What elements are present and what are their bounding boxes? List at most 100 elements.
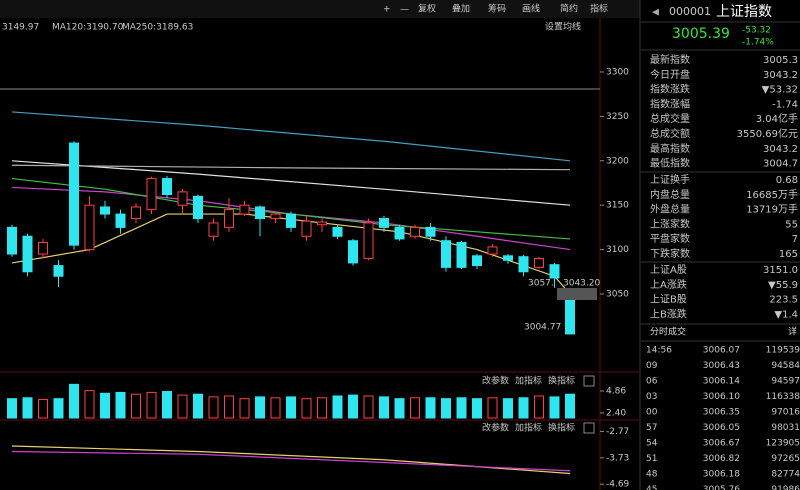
candle-body [301, 220, 312, 237]
stat-value: 13719万手 [746, 203, 798, 216]
candle-body [286, 213, 296, 228]
candle-body [224, 209, 234, 228]
volume-bar [146, 391, 157, 419]
ind-tick-label: -3.73 [606, 453, 629, 463]
toolbar-button[interactable]: — [400, 5, 409, 15]
y-tick-label: 3100 [606, 245, 629, 255]
volume-bar [363, 395, 374, 419]
panel-tool[interactable]: 加指标 [515, 422, 542, 434]
settings-label[interactable]: 设置均线 [545, 21, 581, 33]
volume-bar [565, 393, 575, 419]
candle-body [379, 218, 389, 228]
panel-tool[interactable]: 换指标 [548, 422, 575, 434]
stat-value: 3005.3 [763, 55, 798, 66]
toolbar-button[interactable]: 筹码 [488, 3, 506, 15]
trade-price: 3006.10 [703, 392, 740, 402]
change: -53.32 [742, 26, 771, 36]
y-tick-label: 3150 [606, 201, 629, 211]
stat-label: 上证B股 [650, 294, 687, 306]
close-box[interactable] [583, 422, 595, 434]
trade-time: 51 [646, 454, 657, 464]
trade-volume: 94597 [771, 377, 800, 387]
volume-bar [69, 383, 79, 419]
toolbar-button[interactable]: 画线 [522, 3, 540, 15]
stat-value: 55 [785, 219, 798, 230]
volume-bar [193, 393, 203, 419]
trade-price: 3006.67 [703, 439, 740, 449]
volume-bar [425, 397, 436, 419]
trade-volume: 116338 [766, 392, 800, 402]
toolbar-button[interactable]: + [383, 5, 391, 15]
candle-body [565, 299, 575, 335]
trade-time: 48 [646, 470, 658, 480]
indicator-line [11, 450, 571, 472]
stat-value: 3043.2 [763, 144, 798, 155]
candle-body [193, 195, 203, 220]
panel-tool[interactable]: 加指标 [515, 375, 542, 387]
candle-body [162, 178, 172, 196]
price: 3005.39 [672, 26, 730, 42]
stat-value: ▼53.32 [762, 85, 798, 96]
stat-label: 内盘总量 [650, 188, 690, 201]
toolbar-button[interactable]: 复权 [418, 3, 436, 15]
candle-body [255, 206, 265, 220]
trades-detail[interactable]: 详 [788, 326, 797, 338]
trade-time: 14:56 [646, 346, 672, 356]
vol-tick-label: 4.86 [606, 386, 626, 396]
volume-bar [22, 397, 33, 419]
candle-body [115, 213, 126, 228]
prev-arrow[interactable]: ◀ [652, 8, 659, 18]
volume-bar [317, 397, 327, 419]
candle-body [53, 265, 64, 277]
stat-label: 今日开盘 [650, 68, 690, 81]
candle-body [518, 256, 529, 273]
panel-tool[interactable]: 改参数 [482, 422, 509, 434]
close-box[interactable] [583, 375, 595, 387]
ind-tick-label: -2.77 [606, 427, 629, 437]
trade-price: 3006.82 [703, 454, 740, 464]
stat-value: 165 [779, 249, 798, 260]
trades-title: 分时成交 [650, 326, 686, 338]
trade-volume: 119539 [766, 346, 800, 356]
candle-body [425, 226, 436, 237]
volume-bar [549, 396, 560, 419]
volume-bar [534, 395, 544, 419]
trade-price: 3006.43 [703, 361, 740, 371]
stat-value: 3550.69亿元 [737, 127, 798, 140]
volume-bar [177, 394, 188, 419]
stock-code: 000001 [669, 5, 711, 18]
toolbar-bg [0, 0, 640, 18]
candle-body [348, 240, 358, 264]
candle-body [38, 241, 48, 255]
stat-label: 指数涨幅 [650, 97, 690, 110]
y-tick-label: 3250 [606, 112, 629, 122]
volume-bar [394, 398, 405, 419]
volume-bar [348, 394, 358, 419]
toolbar-button[interactable]: 指标 [590, 3, 608, 15]
toolbar-button[interactable]: 简约 [560, 3, 578, 15]
volume-bar [441, 398, 451, 419]
stat-value: 3004.7 [763, 159, 798, 170]
volume-bar [286, 396, 296, 419]
toolbar-button[interactable]: 叠加 [452, 4, 470, 15]
volume-bar [255, 396, 265, 419]
trade-volume: 123905 [766, 439, 800, 449]
ma-line [11, 160, 571, 206]
candle-body [177, 191, 188, 206]
volume-bar [115, 391, 126, 419]
trade-volume: 94584 [771, 361, 800, 371]
stat-label: 上涨家数 [650, 217, 690, 230]
candle-body [549, 264, 560, 279]
panel-tool[interactable]: 改参数 [482, 375, 509, 387]
y-tick-label: 3050 [606, 289, 629, 299]
stat-label: 下跌家数 [650, 247, 690, 260]
price-annotation: 3043.20 [563, 279, 600, 289]
panel-tool[interactable]: 换指标 [548, 375, 575, 387]
trade-volume: 98031 [771, 423, 800, 433]
ma-legend: MA250:3189.63 [122, 23, 193, 33]
candle-body [146, 178, 157, 211]
stat-label: 上B涨跌 [650, 307, 687, 320]
ma-legend: MA120:3190.70 [52, 23, 124, 33]
candle-body [503, 255, 513, 261]
